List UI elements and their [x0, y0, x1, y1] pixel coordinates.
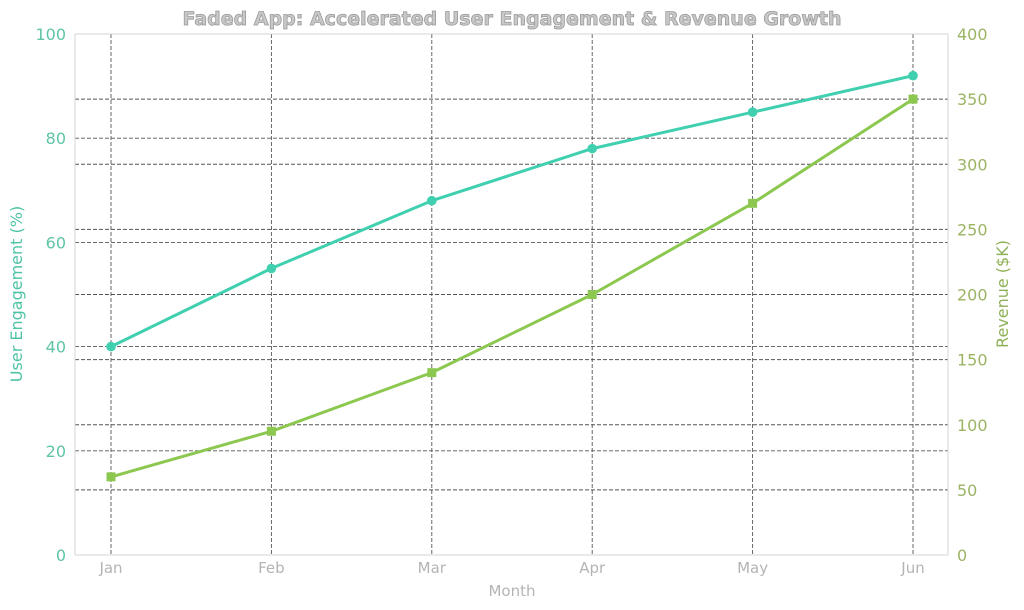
revenue-point	[908, 94, 918, 104]
y-left-tick-label: 80	[46, 129, 66, 148]
y-left-axis-label: User Engagement (%)	[7, 206, 26, 382]
y-right-tick-label: 200	[957, 286, 988, 305]
series-layer	[106, 70, 918, 482]
engagement-point	[587, 143, 597, 154]
series-line-revenue	[110, 97, 914, 479]
engagement-point	[908, 70, 918, 81]
revenue-point	[748, 198, 758, 208]
series-line-engagement	[110, 74, 914, 348]
y-right-tick-label: 100	[957, 416, 988, 435]
x-tick-label: May	[737, 559, 768, 577]
engagement-point	[266, 263, 277, 274]
chart-title: Faded App: Accelerated User Engagement &…	[182, 8, 841, 30]
revenue-point	[427, 368, 437, 378]
y-left-tick-label: 60	[46, 233, 66, 252]
y-right-tick-label: 50	[957, 481, 977, 500]
y-right-tick-label: 0	[957, 546, 967, 565]
y-right-tick-label: 350	[957, 90, 988, 109]
axes-layer: Jan Feb Mar Apr May Jun 0 20 40 60 80 100 0 50 100 150 2…	[35, 25, 987, 577]
x-tick-label: Feb	[258, 559, 285, 577]
x-axis-label: Month	[488, 582, 535, 600]
y-left-tick-label: 40	[46, 338, 66, 357]
y-right-tick-label: 150	[957, 351, 988, 370]
engagement-point	[427, 195, 437, 206]
y-right-tick-label: 300	[957, 155, 988, 174]
grid-layer	[75, 33, 948, 555]
y-right-axis-label: Revenue ($K)	[993, 240, 1012, 348]
y-right-tick-label: 400	[957, 25, 988, 44]
y-right-tick-label: 250	[957, 220, 988, 239]
x-tick-label: Jan	[98, 559, 122, 577]
x-tick-label: Mar	[418, 559, 447, 577]
x-tick-label: Jun	[900, 559, 924, 577]
engagement-point	[747, 107, 758, 117]
revenue-point	[106, 472, 116, 482]
y-left-tick-label: 20	[46, 442, 66, 461]
engagement-point	[106, 341, 116, 352]
y-left-tick-label: 0	[56, 546, 66, 565]
x-tick-label: Apr	[579, 559, 606, 577]
revenue-point	[587, 290, 597, 299]
revenue-point	[266, 426, 276, 436]
y-left-tick-label: 100	[35, 25, 66, 44]
